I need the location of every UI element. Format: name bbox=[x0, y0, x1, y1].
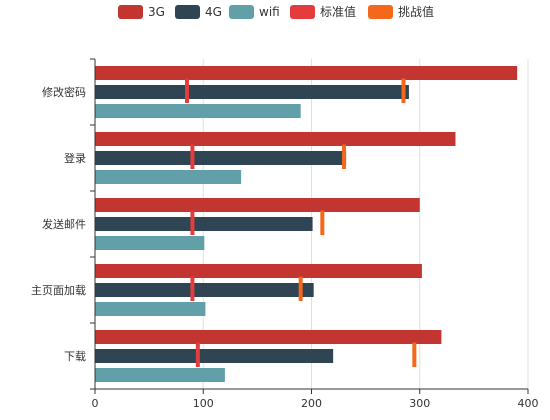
x-tick-label: 400 bbox=[518, 397, 539, 410]
x-tick-label: 0 bbox=[92, 397, 99, 410]
bar-wifi-1 bbox=[95, 170, 242, 184]
bar-3G-3 bbox=[95, 264, 422, 278]
legend-label: 3G bbox=[148, 5, 165, 19]
legend-item-挑战值[interactable]: 挑战值 bbox=[368, 4, 434, 19]
legend-label: 标准值 bbox=[320, 4, 356, 19]
y-tick-label: 主页面加载 bbox=[31, 284, 86, 297]
bar-wifi-0 bbox=[95, 104, 301, 118]
bar-3G-0 bbox=[95, 66, 518, 80]
x-tick-label: 100 bbox=[193, 397, 214, 410]
legend-item-标准值[interactable]: 标准值 bbox=[290, 4, 356, 19]
legend-item-4G[interactable]: 4G bbox=[175, 5, 222, 19]
bar-4G-2 bbox=[95, 217, 313, 231]
bar-4G-0 bbox=[95, 85, 409, 99]
bar-4G-1 bbox=[95, 151, 347, 165]
markers bbox=[185, 78, 417, 367]
y-tick-label: 登录 bbox=[64, 151, 86, 165]
bar-4G-3 bbox=[95, 283, 314, 297]
x-tick-label: 200 bbox=[301, 397, 322, 410]
legend-label: wifi bbox=[259, 5, 280, 19]
bar-wifi-4 bbox=[95, 368, 225, 382]
bar-wifi-3 bbox=[95, 302, 206, 316]
legend-item-wifi[interactable]: wifi bbox=[229, 5, 280, 19]
legend-swatch bbox=[368, 5, 393, 19]
bar-3G-2 bbox=[95, 198, 420, 212]
legend-swatch bbox=[290, 5, 315, 19]
legend-swatch bbox=[175, 5, 200, 19]
legend-label: 挑战值 bbox=[398, 4, 434, 19]
y-tick-label: 修改密码 bbox=[42, 85, 86, 99]
bar-4G-4 bbox=[95, 349, 334, 363]
bar-3G-1 bbox=[95, 132, 456, 146]
legend-label: 4G bbox=[205, 5, 222, 19]
legend-swatch bbox=[229, 5, 254, 19]
legend-item-3G[interactable]: 3G bbox=[118, 5, 165, 19]
y-tick-label: 下载 bbox=[64, 350, 86, 363]
bar-3G-4 bbox=[95, 330, 442, 344]
legend-swatch bbox=[118, 5, 143, 19]
x-tick-label: 300 bbox=[409, 397, 430, 410]
legend: 3G 4G wifi 标准值 挑战值 bbox=[118, 4, 434, 19]
bar-wifi-2 bbox=[95, 236, 205, 250]
y-tick-label: 发送邮件 bbox=[42, 217, 86, 231]
bars bbox=[95, 66, 518, 382]
